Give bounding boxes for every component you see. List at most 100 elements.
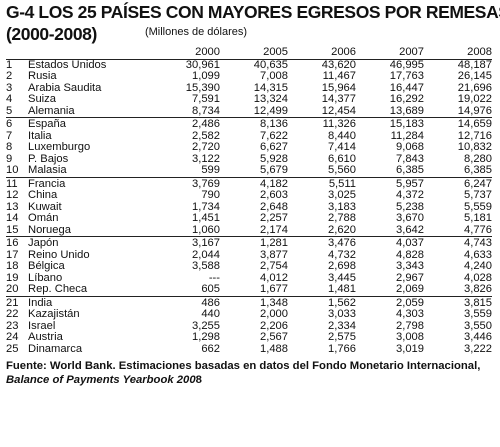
table-row: 19 Líbano --- 4,012 3,445 2,967 4,028 <box>6 271 492 285</box>
value-cell: 9,068 <box>396 141 424 153</box>
country-cell: Bélgica <box>28 260 65 272</box>
country-cell: Luxemburgo <box>28 141 91 153</box>
country-cell: Omán <box>28 212 59 224</box>
value-cell: 3,008 <box>396 331 424 343</box>
table-row: 17 Reino Unido 2,044 3,877 4,732 4,828 4,633 <box>6 248 492 262</box>
value-cell: 6,627 <box>260 141 288 153</box>
country-cell: Líbano <box>28 271 63 284</box>
rank-cell: 23 <box>6 319 19 332</box>
value-cell: 40,635 <box>253 58 288 71</box>
table-header-row: 2000 2005 2006 2007 2008 <box>6 46 492 60</box>
country-cell: Estados Unidos <box>28 58 107 71</box>
table-row: 21 India 486 1,348 1,562 2,059 3,815 <box>6 296 492 309</box>
value-cell: 1,481 <box>288 283 356 297</box>
value-cell: 5,737 <box>464 189 492 201</box>
value-cell: 2,798 <box>396 319 424 332</box>
value-cell: 2,720 <box>192 141 220 153</box>
source-publication: Balance of Payments Yearbook 200 <box>6 374 196 386</box>
value-cell: 2,174 <box>220 224 288 237</box>
value-cell: 5,679 <box>220 164 288 178</box>
value-cell: 14,315 <box>253 81 288 94</box>
value-cell: 10,832 <box>457 141 492 153</box>
value-cell: 14,976 <box>424 105 492 118</box>
value-cell: 605 <box>152 283 220 297</box>
value-cell: 8,440 <box>328 129 356 142</box>
value-cell: 15,964 <box>321 81 356 94</box>
value-cell: 12,454 <box>288 105 356 118</box>
value-cell: 46,995 <box>389 58 424 71</box>
value-cell: 15,390 <box>185 81 220 94</box>
table-row: 16 Japón 3,167 1,281 3,476 4,037 4,743 <box>6 237 492 250</box>
value-cell: 3,343 <box>396 260 424 272</box>
table-row: 15 Noruega 1,060 2,174 2,620 3,642 4,776 <box>6 224 492 237</box>
rank-cell: 12 <box>6 189 19 201</box>
value-cell: 4,182 <box>260 177 288 190</box>
table-row: 25 Dinamarca 662 1,488 1,766 3,019 3,222 <box>6 342 492 356</box>
value-cell: 4,743 <box>464 237 492 249</box>
country-cell: China <box>28 189 58 201</box>
value-cell: 662 <box>201 342 220 355</box>
value-cell: 3,019 <box>396 342 424 355</box>
rank-cell: 9 <box>6 152 13 165</box>
source-line-1: Fuente: World Bank. Estimaciones basadas… <box>6 360 481 372</box>
table-row: 3 Arabia Saudita 15,390 14,315 15,964 16,447 2… <box>6 81 492 95</box>
value-cell: 4,732 <box>328 248 356 261</box>
value-cell: 2,788 <box>328 212 356 224</box>
value-cell: 11,326 <box>322 118 356 130</box>
header-spacer <box>6 47 152 60</box>
source-publication-end: 8 <box>195 374 202 386</box>
country-cell: Israel <box>28 319 56 332</box>
year-header: 2008 <box>424 46 492 60</box>
value-cell: 3,222 <box>464 342 492 355</box>
value-cell: 8,280 <box>464 152 492 165</box>
value-cell: 2,206 <box>260 319 288 332</box>
value-cell: 3,559 <box>464 308 492 320</box>
country-cell: Rep. Checa <box>28 283 152 297</box>
rank-cell: 10 <box>6 164 28 178</box>
value-cell: 3,550 <box>464 319 492 332</box>
country-cell: Reino Unido <box>28 248 90 261</box>
value-cell: 43,620 <box>321 58 356 71</box>
value-cell: 1,451 <box>192 212 220 224</box>
value-cell: 2,754 <box>260 260 288 272</box>
value-cell: 11,284 <box>390 129 424 142</box>
value-cell: 5,559 <box>464 200 492 213</box>
source-line-2: Balance of Payments Yearbook 2008 <box>6 373 494 387</box>
country-cell: Francia <box>28 177 66 190</box>
year-header: 2000 <box>152 46 220 60</box>
value-cell: 3,769 <box>192 177 220 190</box>
value-cell: 2,648 <box>260 200 288 213</box>
table-row: 14 Omán 1,451 2,257 2,788 3,670 5,181 <box>6 212 492 225</box>
value-cell: 7,591 <box>192 93 220 105</box>
value-cell: 12,499 <box>220 105 288 118</box>
value-cell: 6,385 <box>356 164 424 178</box>
value-cell: --- <box>208 271 220 284</box>
value-cell: 13,324 <box>253 93 288 105</box>
value-cell: 19,022 <box>457 93 492 105</box>
value-cell: 2,069 <box>356 283 424 297</box>
table-row: 4 Suiza 7,591 13,324 14,377 16,292 19,022 <box>6 93 492 106</box>
value-cell: 13,689 <box>356 105 424 118</box>
year-header: 2006 <box>288 46 356 60</box>
country-cell: Malasia <box>28 164 152 178</box>
value-cell: 2,620 <box>288 224 356 237</box>
value-cell: 1,562 <box>328 296 356 309</box>
value-cell: 4,028 <box>464 271 492 284</box>
value-cell: 6,610 <box>328 152 356 165</box>
value-cell: 1,677 <box>220 283 288 297</box>
value-cell: 5,511 <box>328 177 356 190</box>
value-cell: 5,928 <box>260 152 288 165</box>
value-cell: 7,622 <box>260 129 288 142</box>
country-cell: Kuwait <box>28 200 62 213</box>
rank-cell: 20 <box>6 283 28 297</box>
value-cell: 2,059 <box>396 296 424 309</box>
value-cell: 3,877 <box>260 248 288 261</box>
value-cell: 14,659 <box>457 118 492 130</box>
rank-cell: 16 <box>6 237 19 249</box>
value-cell: 14,377 <box>321 93 356 105</box>
year-header: 2005 <box>220 46 288 60</box>
value-cell: 486 <box>201 296 220 309</box>
table-row: 9 P. Bajos 3,122 5,928 6,610 7,843 8,280 <box>6 152 492 166</box>
rank-cell: 6 <box>6 118 13 130</box>
